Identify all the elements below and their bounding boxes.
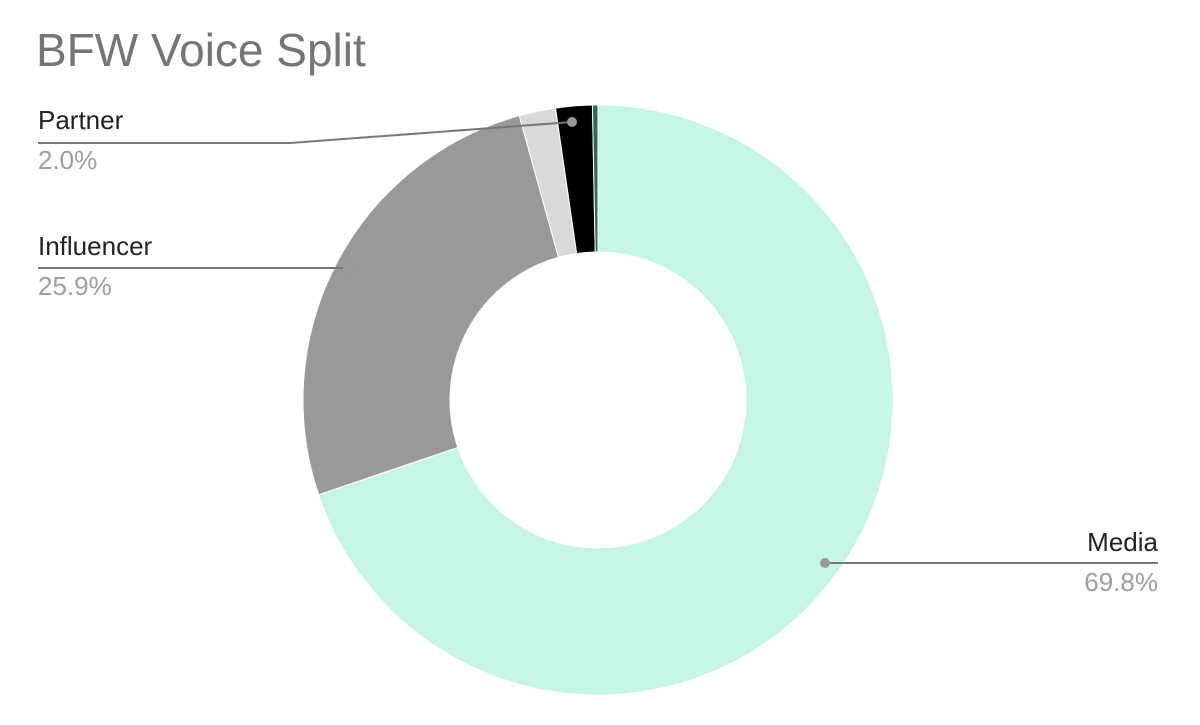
- slice-label: Partner: [38, 105, 124, 135]
- slice-label: Influencer: [38, 231, 153, 261]
- slice-value-label: 25.9%: [38, 271, 112, 301]
- chart-title: BFW Voice Split: [36, 24, 366, 76]
- slice-label: Media: [1087, 527, 1158, 557]
- slice-value-label: 2.0%: [38, 145, 97, 175]
- leader-dot: [567, 117, 577, 127]
- leader-line: [38, 121, 573, 144]
- slice-value-label: 69.8%: [1084, 567, 1158, 597]
- slice: [591, 104, 599, 253]
- slice: [302, 115, 560, 496]
- slice: [317, 104, 894, 696]
- leader-dot: [820, 558, 830, 568]
- leader-dot: [343, 263, 353, 273]
